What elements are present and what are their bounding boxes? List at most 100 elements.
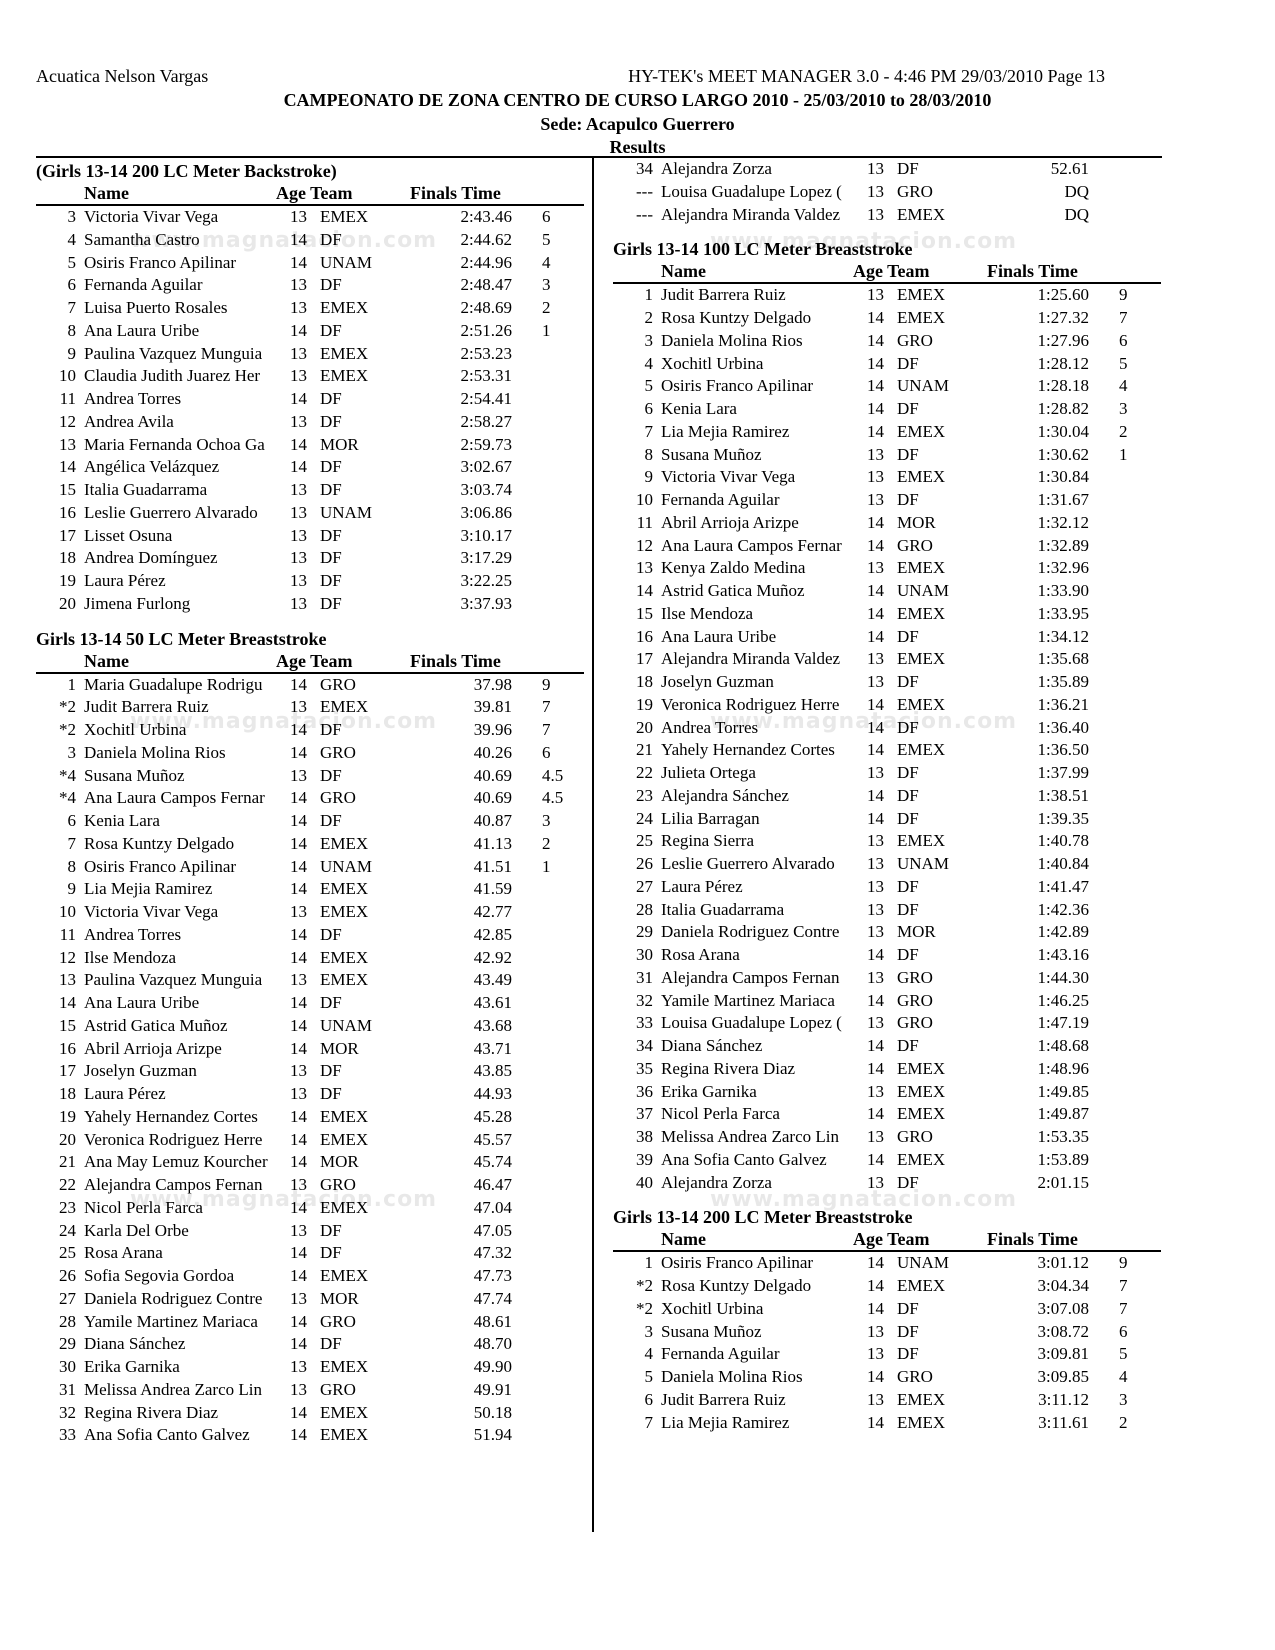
- place: 9: [67, 343, 77, 363]
- finals-time: 1:38.51: [1037, 785, 1089, 805]
- result-row: 18 Andrea Domínguez 13 DF 3:17.29: [36, 547, 584, 570]
- swimmer-name: Daniela Molina Rios: [84, 742, 226, 762]
- finals-time: 3:37.93: [460, 593, 512, 613]
- team: DF: [320, 389, 342, 408]
- team: EMEX: [897, 603, 946, 623]
- age: 14: [867, 1036, 884, 1055]
- swimmer-name: Osiris Franco Apilinar: [661, 1253, 814, 1273]
- result-row: *2 Xochitl Urbina 14 DF 3:07.08 7: [613, 1298, 1161, 1321]
- swimmer-name: Osiris Franco Apilinar: [84, 856, 237, 876]
- swimmer-name: Rosa Kuntzy Delgado: [661, 1276, 812, 1295]
- finals-time: 37.98: [473, 674, 512, 694]
- result-row: 30 Erika Garnika 13 EMEX 49.90: [36, 1356, 584, 1379]
- finals-time: 42.77: [473, 902, 512, 921]
- place: *4: [59, 765, 76, 785]
- finals-time: 1:31.67: [1037, 490, 1089, 509]
- team: EMEX: [897, 1058, 946, 1078]
- place: 3: [67, 742, 77, 762]
- place: 8: [67, 856, 77, 876]
- swimmer-name: Yahely Hernandez Cortes: [84, 1106, 258, 1126]
- swimmer-name: Louisa Guadalupe Lopez (: [661, 181, 842, 201]
- swimmer-name: Andrea Avila: [84, 411, 174, 431]
- age: 14: [290, 924, 307, 944]
- team: GRO: [320, 742, 356, 762]
- place: 35: [636, 1058, 653, 1078]
- place: 11: [636, 512, 653, 532]
- age: 14: [290, 879, 307, 899]
- age: 13: [290, 1084, 307, 1103]
- place: 23: [59, 1197, 76, 1217]
- place: 6: [644, 399, 654, 418]
- finals-time: 3:10.17: [460, 525, 512, 545]
- finals-time: 3:02.67: [460, 457, 512, 477]
- result-row: 18 Laura Pérez 13 DF 44.93: [36, 1083, 584, 1106]
- result-row: *2 Judit Barrera Ruiz 13 EMEX 39.81 7: [36, 696, 584, 719]
- place: 34: [636, 159, 653, 178]
- swimmer-name: Astrid Gatica Muñoz: [84, 1015, 228, 1035]
- result-row: 19 Laura Pérez 13 DF 3:22.25: [36, 570, 584, 593]
- result-row: 26 Sofia Segovia Gordoa 14 EMEX 47.73: [36, 1265, 584, 1288]
- team: EMEX: [320, 902, 369, 921]
- age: 14: [867, 945, 884, 964]
- age: 14: [290, 1129, 307, 1149]
- swimmer-name: Julieta Ortega: [661, 763, 756, 782]
- result-row: 25 Regina Sierra 13 EMEX 1:40.78: [613, 830, 1161, 853]
- team: GRO: [897, 1367, 933, 1386]
- place: 29: [636, 922, 653, 942]
- finals-time: 48.61: [473, 1311, 512, 1331]
- result-row: 7 Rosa Kuntzy Delgado 14 EMEX 41.13 2: [36, 833, 584, 856]
- team: EMEX: [320, 1129, 369, 1149]
- age: 14: [867, 990, 884, 1010]
- team: EMEX: [897, 694, 946, 714]
- column-divider: [592, 157, 594, 1532]
- points: 4: [1119, 376, 1128, 396]
- result-row: 4 Xochitl Urbina 14 DF 1:28.12 5: [613, 353, 1161, 376]
- team: MOR: [897, 512, 936, 532]
- result-row: 7 Lia Mejia Ramirez 14 EMEX 1:30.04 2: [613, 421, 1161, 444]
- place: 40: [636, 1172, 653, 1192]
- age: 14: [867, 535, 884, 555]
- finals-time: 1:30.84: [1037, 467, 1089, 487]
- points: 3: [1119, 1389, 1128, 1409]
- place: 19: [636, 694, 653, 714]
- swimmer-name: Astrid Gatica Muñoz: [661, 581, 805, 600]
- header-name: Name: [661, 261, 706, 282]
- result-row: 26 Leslie Guerrero Alvarado 13 UNAM 1:40.84: [613, 853, 1161, 876]
- place: 3: [67, 207, 77, 226]
- result-row: 1 Maria Guadalupe Rodrigu 14 GRO 37.98 9: [36, 674, 584, 697]
- team: GRO: [320, 1379, 356, 1399]
- points: 1: [542, 856, 551, 876]
- result-row: 3 Susana Muñoz 13 DF 3:08.72 6: [613, 1321, 1161, 1344]
- header-age-team: Age Team: [276, 650, 353, 671]
- place: 6: [644, 1389, 654, 1409]
- swimmer-name: Susana Muñoz: [661, 1321, 762, 1341]
- team: EMEX: [320, 833, 369, 853]
- team: GRO: [897, 330, 933, 350]
- swimmer-name: Ana Laura Uribe: [84, 320, 200, 340]
- points: 7: [542, 720, 551, 739]
- finals-time: 2:51.26: [460, 320, 512, 340]
- age: 14: [290, 252, 307, 272]
- age: 14: [867, 1298, 884, 1318]
- team: UNAM: [897, 1253, 949, 1273]
- age: 13: [290, 1288, 307, 1308]
- swimmer-name: Italia Guadarrama: [661, 899, 785, 919]
- team: DF: [897, 763, 919, 782]
- team: EMEX: [320, 970, 369, 990]
- place: 21: [636, 740, 653, 760]
- swimmer-name: Andrea Torres: [661, 717, 759, 737]
- age: 14: [290, 1266, 307, 1285]
- team: DF: [320, 229, 342, 249]
- result-row: 29 Daniela Rodriguez Contre 13 MOR 1:42.89: [613, 921, 1161, 944]
- finals-time: 1:46.25: [1037, 990, 1089, 1010]
- place: 10: [59, 366, 76, 386]
- place: 15: [59, 1015, 76, 1035]
- age: 14: [867, 353, 884, 373]
- team: UNAM: [897, 581, 949, 600]
- finals-time: 1:48.96: [1037, 1058, 1089, 1078]
- points: 7: [1119, 1298, 1128, 1318]
- team: EMEX: [897, 649, 946, 669]
- points: 9: [1119, 1253, 1128, 1273]
- swimmer-name: Joselyn Guzman: [661, 672, 774, 691]
- finals-time: 47.05: [473, 1220, 512, 1240]
